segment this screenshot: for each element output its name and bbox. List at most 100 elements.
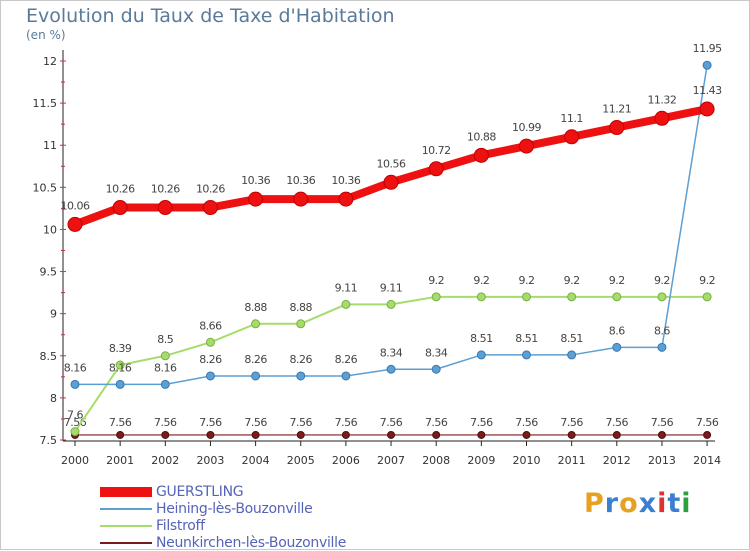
data-label: 7.56 <box>425 416 448 429</box>
data-label: 7.56 <box>380 416 403 429</box>
legend-swatch <box>100 486 152 497</box>
legend-label: GUERSTLING <box>156 483 244 500</box>
data-label: 9.2 <box>473 274 489 287</box>
data-point <box>657 342 667 352</box>
logo-letter: o <box>619 488 639 519</box>
data-point <box>70 379 80 389</box>
x-tick-label: 2013 <box>648 454 676 467</box>
legend-swatch-heining <box>100 507 152 510</box>
data-label: 10.36 <box>331 174 360 187</box>
data-label: 8.88 <box>290 301 313 314</box>
data-label: 10.26 <box>196 183 225 196</box>
y-tick-label: 9 <box>50 308 57 321</box>
x-tick-label: 2008 <box>422 454 450 467</box>
data-label: 8.51 <box>515 332 538 345</box>
logo-letter: t <box>667 488 682 519</box>
data-point <box>657 430 666 439</box>
logo-letter: i <box>657 488 668 519</box>
data-point <box>341 430 350 439</box>
x-tick-label: 2006 <box>332 454 360 467</box>
data-label: 8.51 <box>470 332 493 345</box>
data-label: 9.2 <box>609 274 625 287</box>
data-label: 9.2 <box>699 274 715 287</box>
y-tick-label: 8.5 <box>40 350 58 363</box>
data-point <box>702 60 712 70</box>
data-point <box>564 129 580 145</box>
data-label: 7.56 <box>470 416 493 429</box>
legend-swatch <box>100 541 152 544</box>
data-label: 9.11 <box>380 281 403 294</box>
data-point <box>160 351 170 361</box>
data-point <box>476 292 486 302</box>
legend-item: Neunkirchen-lès-Bouzonville <box>100 534 346 551</box>
data-point <box>341 299 351 309</box>
data-point <box>612 292 622 302</box>
data-label: 8.39 <box>109 342 132 355</box>
chart-title: Evolution du Taux de Taxe d'Habitation <box>26 5 395 27</box>
y-tick-label: 11 <box>43 139 57 152</box>
x-tick-label: 2014 <box>693 454 721 467</box>
y-tick-label: 12 <box>43 55 57 68</box>
x-tick-label: 2012 <box>603 454 631 467</box>
legend-label: Neunkirchen-lès-Bouzonville <box>156 534 347 551</box>
y-tick-label: 9.5 <box>40 266 58 279</box>
x-tick-label: 2003 <box>196 454 224 467</box>
data-label: 10.26 <box>151 183 180 196</box>
data-point <box>612 342 622 352</box>
data-point <box>115 379 125 389</box>
data-label: 8.16 <box>154 361 177 374</box>
data-label: 8.5 <box>157 333 173 346</box>
data-label: 10.36 <box>241 174 270 187</box>
data-label: 10.06 <box>61 199 90 212</box>
data-point <box>202 200 218 216</box>
data-point <box>703 430 712 439</box>
data-point <box>161 430 170 439</box>
data-point <box>522 350 531 360</box>
data-point <box>567 350 577 360</box>
series-neunkirchen-l-s-bouzonville: 7.56 7.56 7.56 7.56 7.56 7.56 7.56 7.56 7.56 7.56… <box>64 416 719 439</box>
data-point <box>206 430 215 439</box>
data-label: 10.26 <box>106 183 135 196</box>
data-label: 10.56 <box>377 157 406 170</box>
x-tick-label: 2009 <box>467 454 495 467</box>
data-label: 9.2 <box>428 274 444 287</box>
x-tick-label: 2005 <box>287 454 315 467</box>
legend-swatch-guerstling <box>100 486 152 497</box>
data-label: 7.56 <box>696 416 719 429</box>
data-point <box>383 174 399 190</box>
data-label: 8.88 <box>244 301 267 314</box>
series-guerstling: 10.06 10.26 10.26 10.26 10.36 10.36 10.36 10.56… <box>61 84 723 232</box>
data-label: 7.56 <box>515 416 538 429</box>
legend-item: GUERSTLING <box>100 483 346 500</box>
legend-label: Filstroff <box>156 517 205 534</box>
logo-letter: r <box>604 488 620 519</box>
data-label: 9.2 <box>564 274 580 287</box>
legend-swatch-filstroff <box>100 524 152 527</box>
data-point <box>296 371 306 381</box>
logo-letter: P <box>584 488 605 519</box>
data-point <box>522 292 531 302</box>
data-point <box>476 350 486 360</box>
data-point <box>251 319 261 329</box>
data-label: 8.6 <box>609 324 625 337</box>
data-point <box>338 191 354 207</box>
legend-label: Heining-lès-Bouzonville <box>156 500 313 517</box>
data-point <box>386 364 396 374</box>
data-point <box>251 371 261 381</box>
data-label: 8.26 <box>335 353 358 366</box>
logo-letter: x <box>638 488 658 519</box>
data-label: 9.2 <box>519 274 535 287</box>
data-label: 11.32 <box>647 93 676 106</box>
data-point <box>431 292 441 302</box>
data-label: 8.26 <box>290 353 313 366</box>
data-point <box>432 430 441 439</box>
data-label: 8.6 <box>654 324 670 337</box>
y-tick-label: 10 <box>43 223 57 236</box>
data-point <box>251 430 260 439</box>
data-label: 8.26 <box>244 353 267 366</box>
data-label: 7.56 <box>651 416 674 429</box>
data-point <box>431 364 441 374</box>
y-tick-label: 7.5 <box>40 434 58 447</box>
data-label: 11.1 <box>560 112 583 125</box>
